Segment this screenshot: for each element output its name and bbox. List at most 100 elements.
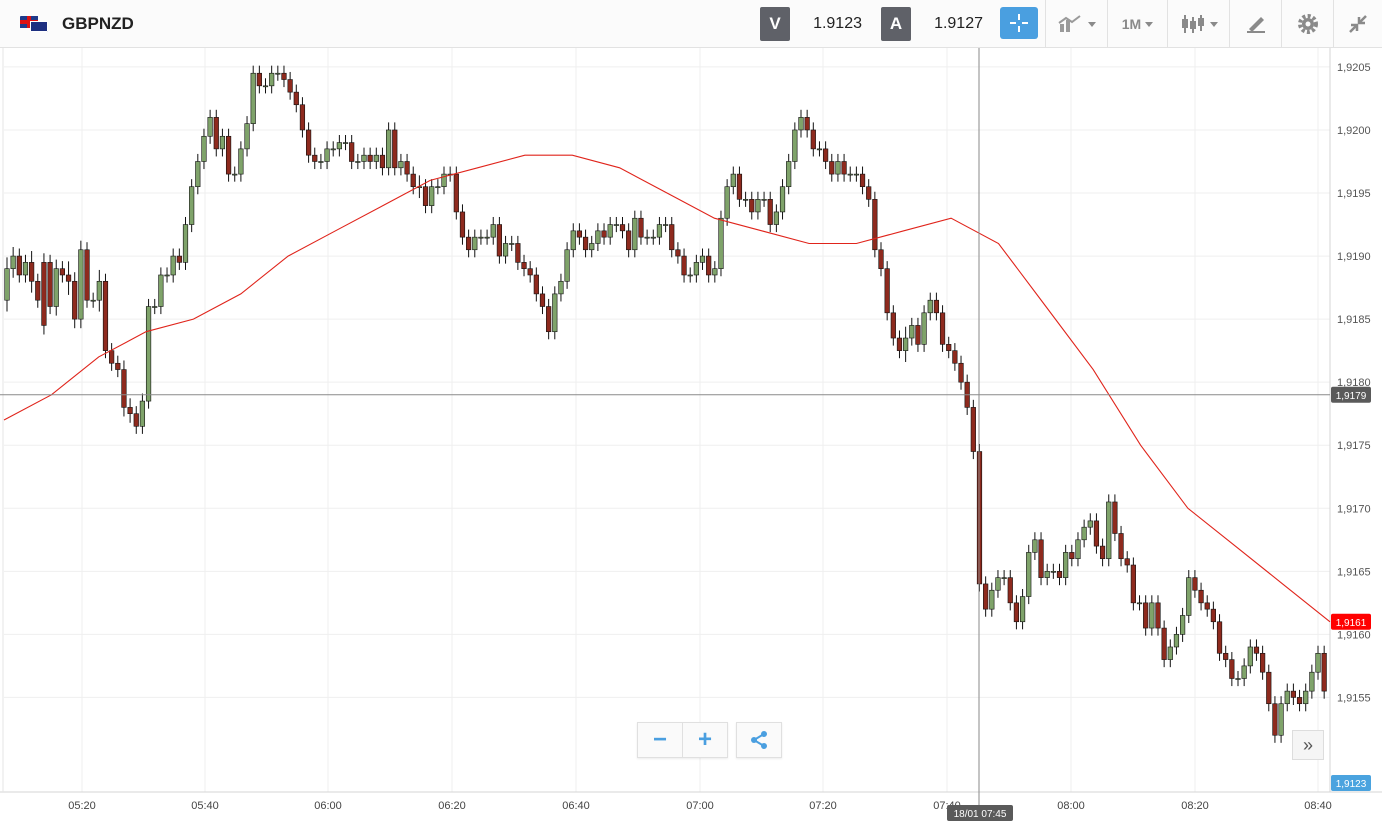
y-tick-label: 1,9180 (1337, 377, 1371, 389)
candle-body (724, 186, 730, 219)
candle-body (1241, 665, 1247, 679)
candle (669, 216, 675, 258)
candle (539, 286, 546, 315)
draw-button[interactable] (1229, 0, 1281, 48)
candle-body (318, 161, 324, 163)
zoom-out-button[interactable]: − (652, 726, 667, 753)
candle-body (373, 154, 379, 162)
candle (650, 229, 656, 245)
candle (269, 65, 275, 94)
candle (72, 272, 78, 329)
candle (933, 292, 940, 321)
candle (1075, 532, 1081, 567)
bid-quote[interactable]: V 1.9123 (760, 6, 870, 42)
collapse-button[interactable] (1333, 0, 1382, 48)
candle (939, 305, 946, 352)
candle (983, 576, 989, 617)
x-tick-label: 05:20 (68, 800, 96, 812)
candle-body (742, 199, 749, 201)
symbol-selector[interactable]: GBPNZD (20, 0, 134, 48)
candle-body (1001, 577, 1007, 579)
candle-body (896, 337, 903, 351)
candle (619, 216, 626, 239)
candle (392, 122, 398, 176)
symbol-name: GBPNZD (62, 14, 134, 33)
candle-body (970, 407, 976, 452)
candle (662, 216, 669, 233)
candle-body (336, 142, 342, 150)
candle-body (792, 129, 798, 162)
candle (589, 235, 595, 258)
candle (546, 298, 552, 340)
candle (404, 153, 410, 182)
candle-body (509, 243, 515, 245)
candle (915, 317, 921, 352)
candle-body (706, 255, 712, 276)
indicators-icon (1057, 15, 1081, 32)
candle-body (59, 268, 65, 276)
candle (903, 326, 909, 362)
candle-body (939, 312, 946, 345)
candle-body (515, 243, 521, 263)
candle-body (1099, 545, 1106, 560)
candle (1284, 683, 1290, 712)
candle-body (164, 274, 170, 277)
chart-type-button[interactable] (1167, 0, 1229, 48)
candle (65, 261, 72, 295)
crosshair-button[interactable] (1000, 7, 1038, 39)
candle-body (1247, 646, 1253, 667)
candle-body (275, 72, 281, 75)
candle-body (176, 255, 182, 263)
crosshair-time-label-bg (947, 805, 1013, 821)
candle-body (669, 224, 675, 251)
candle-body (1155, 602, 1161, 629)
candle (1099, 538, 1106, 567)
candle-body (72, 280, 78, 320)
candle (398, 153, 404, 176)
candle (287, 71, 293, 100)
candle (1223, 645, 1229, 668)
candle (1013, 595, 1020, 630)
bid-label: V (760, 7, 790, 41)
candle (706, 248, 712, 283)
candle-body (859, 173, 866, 188)
indicators-button[interactable] (1045, 0, 1107, 48)
ask-quote[interactable]: A 1.9127 (881, 6, 991, 42)
bid-value: 1.9123 (813, 15, 862, 32)
settings-button[interactable] (1281, 0, 1333, 48)
x-tick-label: 05:40 (191, 800, 219, 812)
candle (84, 242, 90, 308)
ask-label: A (881, 7, 911, 41)
candle-body (484, 236, 490, 239)
candle (952, 343, 958, 371)
candle (275, 65, 281, 81)
candle (730, 166, 736, 195)
candle (349, 135, 355, 170)
candle (213, 109, 219, 157)
candle (736, 166, 743, 207)
candle (798, 109, 804, 138)
candle-body (1290, 690, 1296, 698)
y-tick-label: 1,9165 (1337, 566, 1371, 578)
candle-body (1180, 615, 1186, 635)
timeframe-dropdown[interactable]: 1M (1107, 0, 1167, 48)
candlestick-chart[interactable]: 1,9155 1,9160 1,9165 1,9170 1,9175 1,9180 1,91… (0, 48, 1382, 825)
candle-body (1173, 634, 1180, 648)
candle (262, 78, 269, 94)
candle-body (453, 173, 459, 213)
candle-body (287, 79, 293, 93)
y-tick-label: 1,9205 (1337, 62, 1371, 74)
candle-body (1186, 577, 1192, 616)
candle (170, 248, 176, 283)
zoom-in-button[interactable]: + (682, 723, 727, 757)
candle-body (1229, 659, 1235, 679)
candle (207, 109, 213, 144)
candle (22, 254, 29, 283)
share-button[interactable] (737, 723, 781, 757)
candle (281, 65, 287, 88)
candle (472, 229, 478, 258)
x-tick-label: 06:20 (438, 800, 466, 812)
scroll-to-end-button[interactable]: » (1292, 730, 1324, 760)
candle (859, 166, 866, 195)
candle-body (115, 362, 121, 370)
